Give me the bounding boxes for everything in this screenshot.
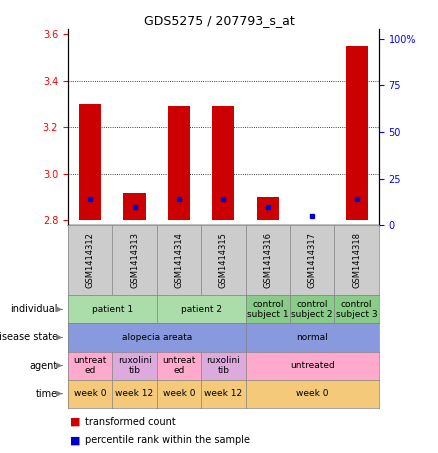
Text: individual: individual xyxy=(11,304,58,314)
Text: patient 2: patient 2 xyxy=(180,305,222,314)
Text: transformed count: transformed count xyxy=(85,417,176,427)
Text: week 0: week 0 xyxy=(74,389,106,398)
Text: disease state: disease state xyxy=(0,333,58,342)
Text: ■: ■ xyxy=(70,435,81,445)
Text: GSM1414313: GSM1414313 xyxy=(130,232,139,288)
Text: week 12: week 12 xyxy=(116,389,154,398)
Text: control
subject 1: control subject 1 xyxy=(247,300,289,319)
Text: time: time xyxy=(35,389,58,399)
Text: patient 1: patient 1 xyxy=(92,305,133,314)
Text: untreated: untreated xyxy=(290,361,335,370)
Bar xyxy=(212,106,234,221)
Text: GSM1414314: GSM1414314 xyxy=(174,232,184,288)
Text: week 0: week 0 xyxy=(162,389,195,398)
Text: GSM1414312: GSM1414312 xyxy=(85,232,95,288)
Bar xyxy=(124,193,145,221)
Text: control
subject 3: control subject 3 xyxy=(336,300,378,319)
Text: ruxolini
tib: ruxolini tib xyxy=(118,356,152,375)
Text: untreat
ed: untreat ed xyxy=(162,356,196,375)
Text: week 0: week 0 xyxy=(296,389,328,398)
Bar xyxy=(79,104,101,221)
Text: alopecia areata: alopecia areata xyxy=(122,333,192,342)
Text: GSM1414317: GSM1414317 xyxy=(308,232,317,288)
Text: GDS5275 / 207793_s_at: GDS5275 / 207793_s_at xyxy=(144,14,294,27)
Text: GSM1414315: GSM1414315 xyxy=(219,232,228,288)
Text: untreat
ed: untreat ed xyxy=(74,356,107,375)
Text: percentile rank within the sample: percentile rank within the sample xyxy=(85,435,251,445)
Text: ruxolini
tib: ruxolini tib xyxy=(206,356,240,375)
Bar xyxy=(168,106,190,221)
Bar xyxy=(257,197,279,221)
Text: GSM1414318: GSM1414318 xyxy=(352,232,361,288)
Text: ■: ■ xyxy=(70,417,81,427)
Bar xyxy=(346,46,368,221)
Text: normal: normal xyxy=(297,333,328,342)
Text: agent: agent xyxy=(30,361,58,371)
Text: GSM1414316: GSM1414316 xyxy=(263,232,272,288)
Text: control
subject 2: control subject 2 xyxy=(291,300,333,319)
Text: week 12: week 12 xyxy=(204,389,243,398)
